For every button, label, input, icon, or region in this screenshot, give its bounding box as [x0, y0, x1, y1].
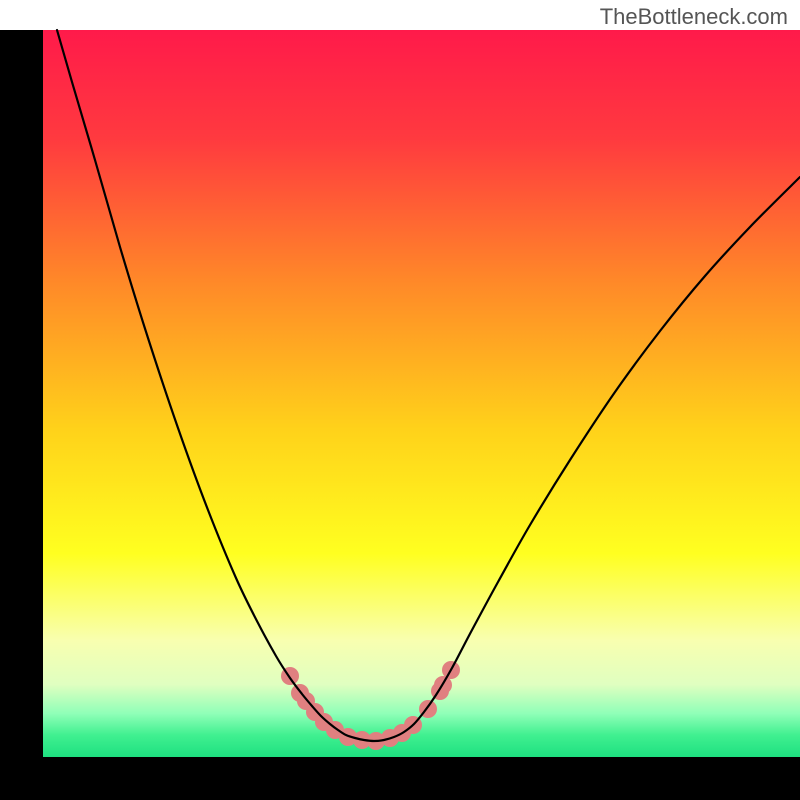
watermark-text: TheBottleneck.com	[600, 4, 788, 30]
bottleneck-chart	[0, 0, 800, 800]
axis-bottom-border	[0, 757, 800, 800]
axis-left-border	[0, 30, 43, 800]
chart-container: TheBottleneck.com	[0, 0, 800, 800]
plot-background	[43, 30, 800, 757]
